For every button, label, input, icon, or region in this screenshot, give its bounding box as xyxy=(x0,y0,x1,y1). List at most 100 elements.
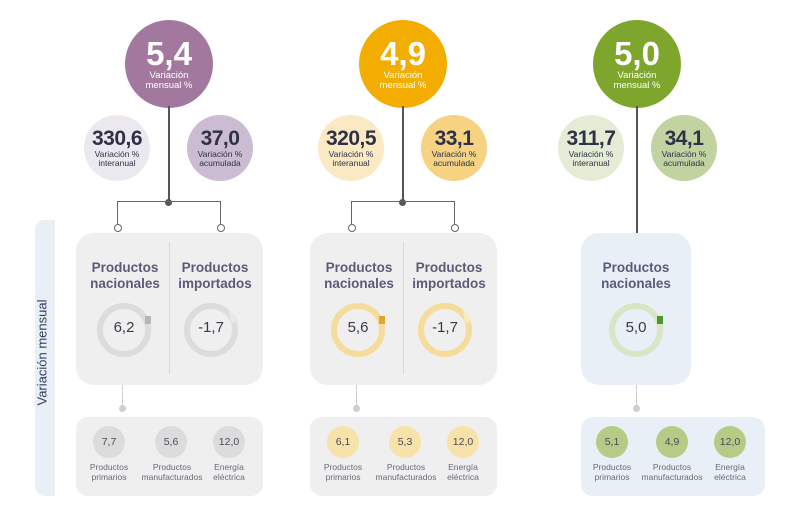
main-label-1: Variación xyxy=(383,70,423,81)
sub-label-1: Energía xyxy=(715,462,745,472)
acumulada-label-2: acumulada xyxy=(663,158,705,168)
main-label-1: Variación xyxy=(149,70,189,81)
acumulada-circle: 37,0 Variación % acumulada xyxy=(187,115,253,181)
acumulada-label-1: Variación % xyxy=(197,148,243,159)
acumulada-circle: 34,1 Variación % acumulada xyxy=(651,115,717,181)
sub-connector xyxy=(356,385,357,407)
acumulada-label-1: Variación % xyxy=(661,148,707,159)
interanual-label-2: interanual xyxy=(332,158,370,168)
acumulada-circle: 33,1 Variación % acumulada xyxy=(421,115,487,181)
junction-dot xyxy=(165,199,172,206)
interanual-circle: 311,7 Variación % interanual xyxy=(558,115,624,181)
sub-energia-circle: 12,0 xyxy=(714,426,746,458)
sub-manufacturados-circle: 5,3 xyxy=(389,426,421,458)
sub-label-2: primarios xyxy=(325,471,361,482)
product-importados-title: Productos importados xyxy=(170,260,260,292)
interanual-circle: 320,5 Variación % interanual xyxy=(318,115,384,181)
sub-energia-label: Energía eléctrica xyxy=(437,462,489,482)
product-title-line1: Productos xyxy=(181,260,249,275)
ring-importados-icon xyxy=(418,303,473,357)
sub-label-1: Productos xyxy=(89,462,129,472)
sub-dot xyxy=(119,405,126,412)
sub-label-2: eléctrica xyxy=(447,471,479,482)
sub-label-2: manufacturados xyxy=(375,471,437,482)
interanual-label-2: interanual xyxy=(572,158,610,168)
sub-primarios-label: Productos primarios xyxy=(312,462,374,482)
main-label-2: mensual % xyxy=(145,80,193,91)
sub-label-2: manufacturados xyxy=(641,471,703,482)
sub-primarios-label: Productos primarios xyxy=(78,462,140,482)
acumulada-value: 34,1 xyxy=(664,126,704,150)
sub-manufacturados-label: Productos manufacturados xyxy=(374,462,438,482)
sub-label-1: Productos xyxy=(152,462,192,472)
acumulada-value: 37,0 xyxy=(200,126,240,150)
sub-manufacturados-label: Productos manufacturados xyxy=(140,462,204,482)
product-nacionales-title: Productos nacionales xyxy=(314,260,404,292)
sub-manufacturados-circle: 5,6 xyxy=(155,426,187,458)
sub-label-2: manufacturados xyxy=(141,471,203,482)
sub-energia-circle: 12,0 xyxy=(213,426,245,458)
sub-dot xyxy=(353,405,360,412)
sub-dot xyxy=(633,405,640,412)
ring-importados-value: -1,7 xyxy=(432,319,458,336)
interanual-value: 330,6 xyxy=(91,126,143,150)
sub-label-1: Productos xyxy=(592,462,632,472)
sub-connector xyxy=(636,385,637,407)
sub-primarios-circle: 5,1 xyxy=(596,426,628,458)
product-title-line1: Productos xyxy=(91,260,159,275)
interanual-value: 311,7 xyxy=(566,126,616,150)
sub-energia-label: Energía eléctrica xyxy=(203,462,255,482)
product-title-line1: Productos xyxy=(602,260,670,275)
side-label: Variación mensual xyxy=(34,299,50,406)
product-title-line1: Productos xyxy=(415,260,483,275)
branch-line xyxy=(117,201,221,202)
branch-left xyxy=(117,201,118,225)
panel-divider xyxy=(169,242,170,374)
interanual-circle: 330,6 Variación % interanual xyxy=(84,115,150,181)
branch-left-dot xyxy=(114,224,122,232)
product-title-line2: nacionales xyxy=(324,276,394,291)
interanual-value: 320,5 xyxy=(325,126,377,150)
ring-importados-icon xyxy=(184,303,239,357)
sub-primarios-circle: 6,1 xyxy=(327,426,359,458)
interanual-label-1: Variación % xyxy=(94,148,140,159)
connector xyxy=(402,106,404,202)
sub-connector xyxy=(122,385,123,407)
main-value: 5,0 xyxy=(614,35,660,72)
product-importados-title: Productos importados xyxy=(404,260,494,292)
branch-right-dot xyxy=(451,224,459,232)
ring-nacionales-value: 5,0 xyxy=(625,319,647,336)
main-circle: 5,0 Variación mensual % xyxy=(593,20,681,108)
ring-nacionales-value: 6,2 xyxy=(113,319,135,336)
main-value: 4,9 xyxy=(380,35,426,72)
acumulada-label-1: Variación % xyxy=(431,148,477,159)
branch-left-dot xyxy=(348,224,356,232)
acumulada-value: 33,1 xyxy=(434,126,474,150)
sub-label-1: Productos xyxy=(323,462,363,472)
sub-energia-circle: 12,0 xyxy=(447,426,479,458)
sub-primarios-label: Productos primarios xyxy=(581,462,643,482)
product-title-line2: importados xyxy=(412,276,486,291)
sub-manufacturados-label: Productos manufacturados xyxy=(640,462,704,482)
ring-nacionales-icon xyxy=(97,303,151,357)
product-nacionales-title: Productos nacionales xyxy=(80,260,170,292)
main-value: 5,4 xyxy=(146,35,192,72)
main-label-2: mensual % xyxy=(379,80,427,91)
branch-right-dot xyxy=(217,224,225,232)
sub-primarios-circle: 7,7 xyxy=(93,426,125,458)
branch-left xyxy=(351,201,352,225)
main-label-2: mensual % xyxy=(613,80,661,91)
ring-importados-value: -1,7 xyxy=(198,319,224,336)
sub-label-1: Productos xyxy=(386,462,426,472)
product-nacionales-title: Productos nacionales xyxy=(591,260,681,292)
main-label-1: Variación xyxy=(617,70,657,81)
sub-energia-label: Energía eléctrica xyxy=(704,462,756,482)
sub-label-2: primarios xyxy=(91,471,127,482)
branch-right xyxy=(220,201,221,225)
side-bar xyxy=(35,220,55,496)
ring-nacionales-value: 5,6 xyxy=(347,319,369,336)
interanual-label-1: Variación % xyxy=(568,148,614,159)
interanual-label-1: Variación % xyxy=(328,148,374,159)
connector xyxy=(168,106,170,202)
sub-label-1: Productos xyxy=(652,462,692,472)
